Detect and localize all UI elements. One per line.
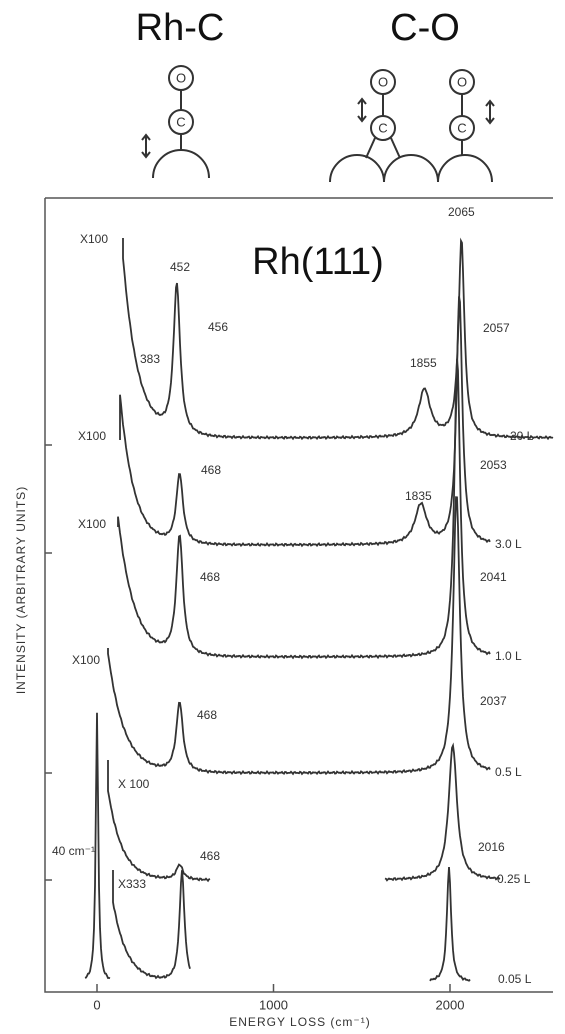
surface-atom [152,149,210,179]
plot-frame [44,197,553,993]
arrow [141,133,151,159]
spectrum [117,358,491,660]
x-tick-label: 2000 [436,997,465,1012]
molecule-diagrams: O C O C O C [141,65,495,183]
spectrum [429,866,471,982]
peak-label: 2041 [480,570,507,584]
arrow [357,97,367,123]
peak-label: 1835 [405,489,432,503]
spectrum [119,296,491,548]
exposure-label: 0.25 L [497,872,531,886]
c-o-title: C-O [390,7,460,49]
atom-label: O [457,74,467,89]
peak-label: 2016 [478,840,505,854]
spectrum [84,712,111,980]
surface-atoms [329,154,493,183]
atom-label: O [378,74,388,89]
scale-label: X100 [80,232,108,246]
peak-label: 1855 [410,356,437,370]
peak-label: 2037 [480,694,507,708]
atom [370,115,396,141]
elastic-width-label: 40 cm⁻¹ [52,844,95,858]
atom [449,69,475,95]
peak-label: 2065 [448,205,475,219]
scale-label: X100 [78,517,106,531]
atom-label: C [378,120,387,135]
spectrum-labels: X100 452 456 383 1855 2065 2057 20 L X10… [52,205,534,986]
atom [370,69,396,95]
y-axis-label: INTENSITY (ARBITRARY UNITS) [14,486,28,694]
rh-c-title: Rh-C [136,7,225,49]
scale-label: X333 [118,877,146,891]
peak-label: 2053 [480,458,507,472]
spectrum [122,237,554,441]
peak-label: 452 [170,260,190,274]
arrow [485,99,495,125]
atom [168,65,194,91]
spectrum [112,870,191,980]
exposure-label: 0.05 L [498,972,532,986]
scale-label: X 100 [118,777,150,791]
peak-label: 468 [201,463,221,477]
x-tick-label: 1000 [259,997,288,1012]
spectrum [107,760,211,883]
spectrum [384,742,501,882]
bond [365,137,376,159]
peak-label: 2057 [483,321,510,335]
scale-label: X100 [78,429,106,443]
atom-label: C [457,120,466,135]
surface-label: Rh(111) [252,241,384,283]
x-tick-label: 0 [93,997,100,1012]
atom-label: O [176,70,186,85]
exposure-label: 1.0 L [495,649,522,663]
exposure-label: 3.0 L [495,537,522,551]
frame-ticks [45,444,52,881]
peak-label: 468 [200,570,220,584]
peak-label: 456 [208,320,228,334]
peak-label: 468 [197,708,217,722]
atom-label: C [176,114,185,129]
x-axis-label: ENERGY LOSS (cm⁻¹) [229,1015,370,1029]
exposure-label: 0.5 L [495,765,522,779]
scale-label: X100 [72,653,100,667]
peak-label: 383 [140,352,160,366]
spectrum [107,496,491,776]
atom [449,115,475,141]
peak-label: 468 [200,849,220,863]
bond [390,137,401,159]
atom [168,109,194,135]
